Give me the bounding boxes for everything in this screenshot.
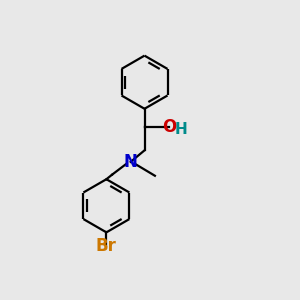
Text: H: H [175,122,188,136]
Text: O: O [162,118,176,136]
Text: N: N [124,153,138,171]
Text: Br: Br [96,237,117,255]
